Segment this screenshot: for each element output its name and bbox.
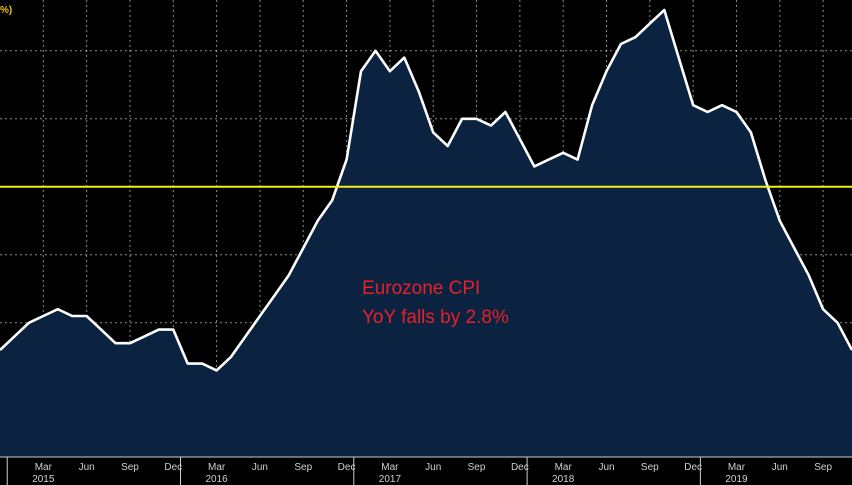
x-tick-label: Mar (35, 462, 53, 473)
x-tick-label: Sep (814, 462, 832, 473)
x-tick-label: Jun (79, 462, 95, 473)
x-year-label: 2016 (205, 474, 228, 485)
x-tick-label: Jun (252, 462, 268, 473)
x-tick-label: Mar (555, 462, 573, 473)
x-tick-label: Dec (684, 462, 702, 473)
y-axis-unit-label: %) (0, 5, 13, 16)
x-tick-label: Mar (728, 462, 746, 473)
x-tick-label: Jun (425, 462, 441, 473)
x-tick-label: Mar (208, 462, 226, 473)
x-tick-label: Mar (381, 462, 399, 473)
x-year-label: 2015 (32, 474, 55, 485)
chart-annotation: Eurozone CPI YoY falls by 2.8% (362, 274, 509, 332)
x-tick-label: Sep (468, 462, 486, 473)
x-tick-label: Sep (294, 462, 312, 473)
annotation-line-1: Eurozone CPI (362, 278, 481, 299)
x-tick-label: Dec (338, 462, 356, 473)
x-year-label: 2018 (552, 474, 575, 485)
x-tick-label: Jun (598, 462, 614, 473)
x-tick-label: Sep (641, 462, 659, 473)
x-tick-label: Dec (164, 462, 182, 473)
x-tick-label: Jun (772, 462, 788, 473)
x-tick-label: Dec (511, 462, 529, 473)
x-year-label: 2019 (725, 474, 748, 485)
cpi-series-line (0, 8, 852, 372)
cpi-area-fill (0, 10, 852, 457)
x-year-label: 2017 (379, 474, 402, 485)
annotation-line-2: YoY falls by 2.8% (362, 307, 509, 328)
x-tick-label: Sep (121, 462, 139, 473)
